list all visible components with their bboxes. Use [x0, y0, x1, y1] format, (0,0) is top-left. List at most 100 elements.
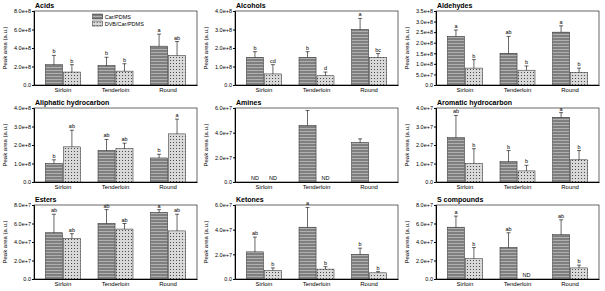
bar — [370, 57, 387, 85]
y-tick-mark — [233, 48, 235, 49]
y-axis-title: Peak area (a.u.) — [2, 26, 8, 69]
bar — [352, 143, 369, 182]
error-bar-stem — [272, 65, 273, 74]
error-bar — [472, 60, 476, 68]
y-axis-title: Peak area (a.u.) — [2, 123, 8, 166]
error-bar-stem — [307, 110, 308, 125]
error-bar-stem — [508, 151, 509, 162]
bar — [169, 231, 186, 279]
error-bar-cap — [70, 130, 74, 131]
y-tick-label: 1.0e+8 — [14, 161, 31, 167]
significance-letter: a — [176, 112, 180, 118]
significance-letter: a — [158, 203, 162, 209]
y-tick: 6.0e+7 — [215, 105, 235, 111]
y-tick-mark — [233, 279, 235, 280]
x-tick-label: Round — [561, 184, 579, 190]
y-tick-label: 8.0e+7 — [14, 202, 31, 208]
y-tick: 0.0 — [224, 276, 235, 282]
y-tick-mark — [32, 182, 34, 183]
y-tick-label: 0.0 — [224, 82, 232, 88]
significance-letter: a — [158, 27, 162, 33]
bar — [151, 158, 168, 182]
y-tick: 1.0e+8 — [14, 161, 34, 167]
y-tick: 6.0e+7 — [416, 221, 436, 227]
error-bar — [157, 154, 161, 158]
x-axis-line — [35, 85, 198, 86]
y-axis-title: Peak area (a.u.) — [203, 123, 209, 166]
error-bar-stem — [561, 26, 562, 32]
x-tick-label: Round — [360, 281, 378, 287]
y-tick: 0.0 — [425, 276, 436, 282]
bar — [571, 160, 588, 182]
y-tick-mark — [434, 164, 436, 165]
x-axis: SirloinTenderloinRound — [236, 182, 399, 190]
y-axis: 0.02.0e+74.0e+76.0e+78.0e+7 — [14, 202, 34, 282]
error-bar-cap — [577, 68, 581, 69]
y-tick-mark — [434, 242, 436, 243]
legend-item: DVB/Car/PDMS — [93, 21, 144, 27]
error-bar-cap — [323, 266, 327, 267]
significance-letter: b — [525, 158, 528, 164]
y-tick-label: 3.0e+8 — [215, 27, 232, 33]
y-tick: 0.0 — [224, 82, 235, 88]
y-axis-line — [434, 12, 437, 86]
error-bar-cap — [577, 150, 581, 151]
y-tick-label: 2.5e+8 — [416, 29, 433, 35]
legend-label: DVB/Car/PDMS — [105, 21, 144, 27]
y-tick-label: 6.0e+7 — [416, 221, 433, 227]
x-tick: Round — [159, 279, 177, 287]
y-tick: 2.0e+8 — [416, 40, 436, 46]
error-bar — [323, 267, 327, 269]
significance-letter: ab — [252, 230, 258, 236]
panel: 0.02.0e+74.0e+76.0e+7SirloinTenderloinRo… — [203, 99, 399, 190]
y-tick-mark — [233, 108, 235, 109]
error-bar — [122, 224, 126, 230]
error-bar — [253, 237, 257, 252]
y-tick-mark — [233, 30, 235, 31]
error-bar — [175, 119, 179, 134]
error-bar-stem — [455, 216, 456, 227]
error-bar-cap — [175, 214, 179, 215]
y-tick-mark — [32, 11, 34, 12]
error-bar-stem — [360, 18, 361, 29]
significance-letter: b — [377, 265, 380, 271]
y-tick-mark — [233, 182, 235, 183]
y-tick: 1.0e+8 — [416, 61, 436, 67]
y-tick-label: 6.0e+7 — [215, 202, 232, 208]
x-tick: Round — [561, 279, 579, 287]
y-tick: 3.0e+7 — [416, 124, 436, 130]
y-tick-label: 2.0e+7 — [416, 258, 433, 264]
y-axis-title: Peak area (a.u.) — [2, 220, 8, 263]
y-axis-title: Peak area (a.u.) — [404, 123, 410, 166]
y-tick-label: 4.0e+8 — [14, 105, 31, 111]
y-tick-label: 0.0 — [425, 179, 433, 185]
error-bar-cap — [454, 115, 458, 116]
error-bar-cap — [157, 34, 161, 35]
error-bar-stem — [106, 139, 107, 150]
x-tick-label: Sirloin — [457, 184, 474, 190]
error-bar-cap — [70, 233, 74, 234]
error-bar — [577, 151, 581, 160]
error-bar-cap — [52, 55, 56, 56]
bar — [98, 151, 115, 182]
y-tick-label: 4.0e+7 — [416, 105, 433, 111]
bar — [63, 72, 80, 85]
y-tick: 1.5e+8 — [416, 51, 436, 57]
error-bar — [306, 110, 310, 125]
error-bar — [52, 160, 56, 164]
bar — [116, 71, 133, 85]
y-axis: 0.02.0e+84.0e+86.0e+88.0e+8 — [14, 8, 34, 88]
error-bar — [70, 130, 74, 147]
bar — [317, 76, 334, 85]
x-tick-label: Sirloin — [457, 281, 474, 287]
error-bar — [105, 139, 109, 150]
bars — [299, 110, 369, 182]
legend-item: Car/PDMS — [93, 14, 132, 20]
error-bar — [559, 26, 563, 32]
error-bar — [577, 265, 581, 268]
significance-letter: a — [560, 19, 564, 25]
significance-letter: ab — [558, 213, 564, 219]
y-tick: 2.0e+7 — [215, 252, 235, 258]
y-tick: 4.0e+7 — [416, 239, 436, 245]
error-bar-cap — [157, 154, 161, 155]
